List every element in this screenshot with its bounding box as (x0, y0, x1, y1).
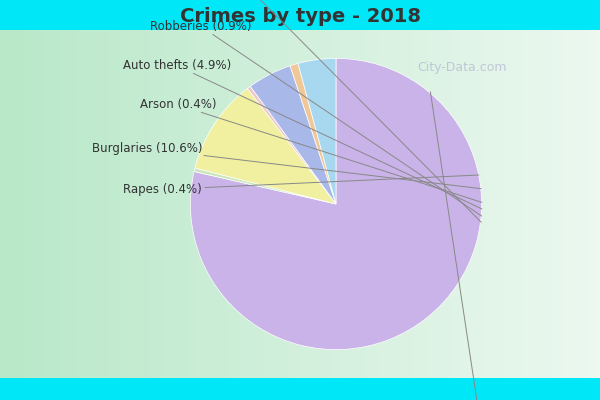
Text: Crimes by type - 2018: Crimes by type - 2018 (179, 7, 421, 26)
Text: Thefts (78.5%): Thefts (78.5%) (430, 92, 522, 400)
Text: Rapes (0.4%): Rapes (0.4%) (123, 175, 479, 196)
Wedge shape (298, 58, 336, 204)
Wedge shape (190, 58, 482, 350)
Wedge shape (195, 88, 336, 204)
Text: Burglaries (10.6%): Burglaries (10.6%) (92, 142, 481, 189)
Wedge shape (250, 66, 336, 204)
Text: Assaults (4.2%): Assaults (4.2%) (200, 0, 481, 222)
Text: City-Data.com: City-Data.com (417, 62, 507, 74)
Wedge shape (247, 86, 336, 204)
Wedge shape (290, 64, 336, 204)
Text: Arson (0.4%): Arson (0.4%) (140, 98, 482, 202)
Text: Auto thefts (4.9%): Auto thefts (4.9%) (123, 59, 482, 209)
Wedge shape (194, 168, 336, 204)
Text: Robberies (0.9%): Robberies (0.9%) (150, 20, 482, 216)
